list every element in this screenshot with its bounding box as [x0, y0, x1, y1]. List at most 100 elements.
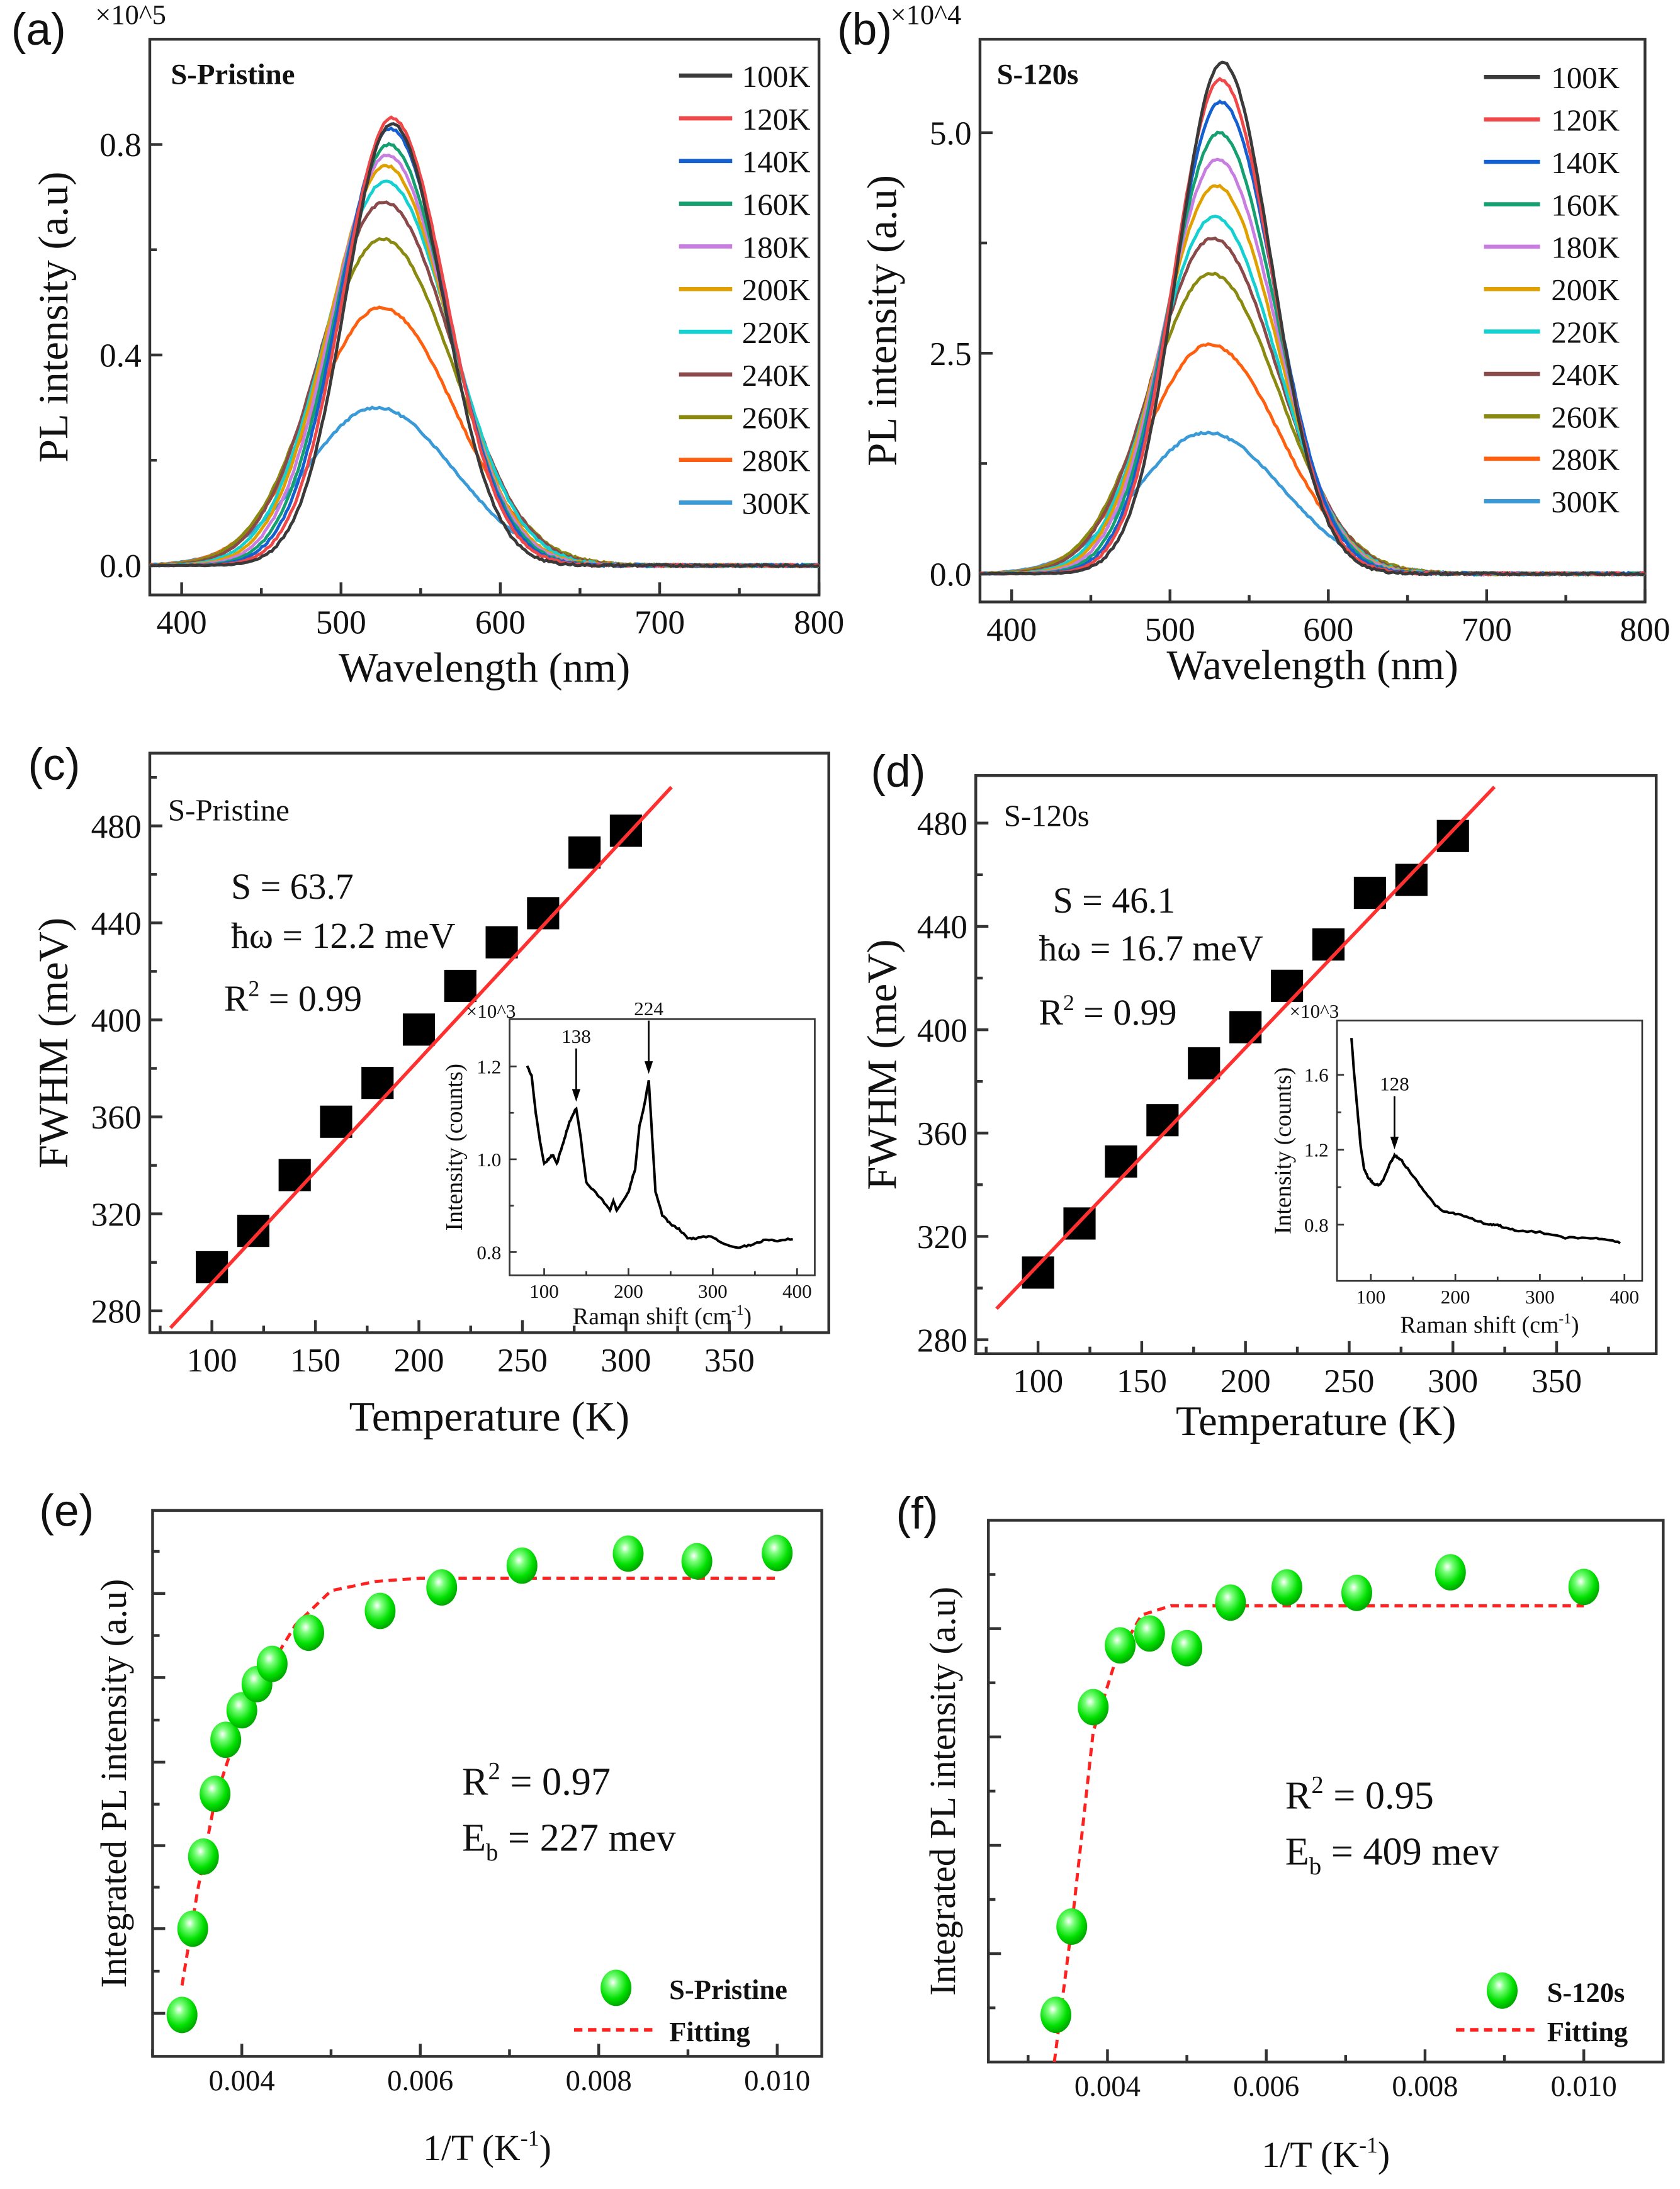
- x-tick-label: 0.010: [744, 2064, 810, 2097]
- text-post: ): [1378, 2134, 1390, 2175]
- data-point: [1436, 819, 1469, 852]
- data-point: [293, 1614, 324, 1652]
- panel-a: 400 500 600 700 800 0.0 0.4 0.8 Wavelength (nm) P…: [31, 0, 844, 691]
- y-axis-label: Intensity (counts): [1270, 1067, 1297, 1235]
- legend-label: S-Pristine: [669, 1974, 787, 2005]
- legend-label: 300K: [742, 486, 811, 521]
- y-tick-label: 0.8: [1304, 1214, 1329, 1236]
- text-pre: R: [1039, 992, 1063, 1033]
- legend-label: 100K: [1551, 60, 1620, 95]
- sample-label: S-120s: [1004, 798, 1090, 833]
- text-pre: E: [1285, 1831, 1309, 1874]
- sample-label: S-Pristine: [168, 792, 290, 827]
- data-point: [485, 926, 518, 959]
- panel-label: (c): [28, 740, 80, 790]
- data-point: [762, 1534, 793, 1572]
- plot-frame: [148, 38, 821, 597]
- y-tick-label: 280: [917, 1321, 967, 1359]
- data-point: [1105, 1145, 1137, 1178]
- legend-label: 280K: [742, 443, 811, 478]
- text-post: ): [743, 1303, 752, 1330]
- spectrum-260K: [979, 271, 1645, 577]
- legend-marker: [1487, 1972, 1518, 2009]
- y-tick-label: 2.5: [930, 335, 972, 373]
- data-point: [1146, 1104, 1179, 1137]
- text-sup: 2: [1311, 1772, 1323, 1799]
- x-tick-label: 100: [1356, 1286, 1385, 1308]
- data-point: [226, 1692, 257, 1729]
- legend-label: 280K: [1551, 442, 1620, 477]
- text-sup: 2: [488, 1759, 500, 1785]
- x-tick-label: 0.008: [566, 2064, 632, 2097]
- phonon-energy: ħω = 16.7 meV: [1039, 928, 1263, 969]
- y-tick-label: 0.4: [99, 337, 142, 374]
- legend-label: 220K: [1551, 315, 1620, 350]
- x-tick-label: 0.006: [387, 2064, 453, 2097]
- y-tick-label: 400: [917, 1011, 967, 1049]
- y-multiplier: ×10^4: [891, 0, 962, 30]
- panel-label: (f): [896, 1489, 938, 1539]
- y-tick-label: 360: [917, 1115, 967, 1152]
- y-tick-label: 280: [91, 1292, 142, 1330]
- text-pre: E: [462, 1816, 486, 1859]
- x-tick-label: 100: [187, 1341, 237, 1379]
- data-point: [1040, 1996, 1071, 2034]
- data-point: [278, 1159, 311, 1191]
- text-post: = 227 mev: [498, 1816, 676, 1859]
- text-post: = 409 mev: [1321, 1831, 1499, 1874]
- x-tick-label: 0.010: [1551, 2070, 1617, 2103]
- spectrum-200K: [979, 184, 1646, 577]
- data-point: [612, 1535, 644, 1572]
- data-point: [568, 836, 601, 869]
- x-axis-label: Wavelength (nm): [1166, 643, 1458, 689]
- text-sub: b: [486, 1840, 498, 1866]
- legend-label: Fitting: [669, 2016, 750, 2047]
- data-point: [177, 1910, 208, 1947]
- legend-label: 140K: [1551, 145, 1620, 180]
- y-tick-label: 320: [91, 1195, 142, 1233]
- x-tick-label: 400: [1610, 1286, 1639, 1308]
- x-axis-label: Temperature (K): [1176, 1398, 1456, 1444]
- legend-marker: [600, 1969, 632, 2006]
- text-sup: 2: [1063, 990, 1074, 1015]
- text-post: = 0.99: [259, 978, 362, 1019]
- r-squared: R2 = 0.95: [1285, 1772, 1434, 1818]
- spectrum-100K: [979, 60, 1646, 577]
- r-squared: R2 = 0.99: [224, 976, 362, 1019]
- plot-frame: [1336, 1020, 1643, 1282]
- x-tick-label: 500: [316, 604, 366, 641]
- spectrum-140K: [979, 99, 1645, 577]
- y-tick-label: 320: [917, 1218, 967, 1256]
- fit-line: [995, 785, 1496, 1310]
- raman-inset: 100 200 300 400 0.8 1.2 1.6 Raman shift (cm-1) I…: [1270, 1000, 1643, 1338]
- panel-b: 400 500 600 700 800 0.0 2.5 5.0 Wavelength (nm) P…: [859, 0, 1670, 689]
- data-point: [681, 1543, 713, 1580]
- data-point: [1215, 1584, 1246, 1621]
- legend-label: 180K: [1551, 230, 1620, 265]
- legend-label: 160K: [1551, 188, 1620, 222]
- text-sup: -1: [1559, 1310, 1571, 1327]
- text-pre: Raman shift (cm: [1400, 1312, 1559, 1338]
- x-tick-label: 0.004: [1074, 2070, 1141, 2103]
- legend-label: 200K: [742, 273, 811, 307]
- x-tick-label: 0.008: [1392, 2070, 1458, 2103]
- data-point: [1056, 1908, 1088, 1945]
- x-tick-label: 800: [794, 604, 844, 641]
- panel-c: 100 150 200 250 300 350 280 320 360 400 440 480 Temp…: [31, 751, 830, 1440]
- panel-label: (d): [871, 747, 925, 797]
- x-tick-label: 600: [1303, 611, 1353, 648]
- text-post: ): [1571, 1312, 1579, 1338]
- x-tick-label: 350: [704, 1341, 755, 1379]
- data-point: [1312, 928, 1345, 961]
- peak-label: 128: [1380, 1073, 1409, 1095]
- spectrum-240K: [149, 200, 820, 568]
- y-tick-label: 5.0: [930, 115, 972, 152]
- y-axis-label: Integrated PL intensity (a.u): [93, 1579, 134, 1988]
- legend-label: 300K: [1551, 485, 1620, 519]
- binding-energy: Eb = 409 mev: [1285, 1831, 1500, 1881]
- huang-rhys-factor: S = 46.1: [1053, 880, 1176, 921]
- data-point: [1105, 1627, 1136, 1664]
- data-point: [506, 1547, 538, 1584]
- text-pre: R: [462, 1760, 488, 1803]
- legend-label: 260K: [1551, 400, 1620, 434]
